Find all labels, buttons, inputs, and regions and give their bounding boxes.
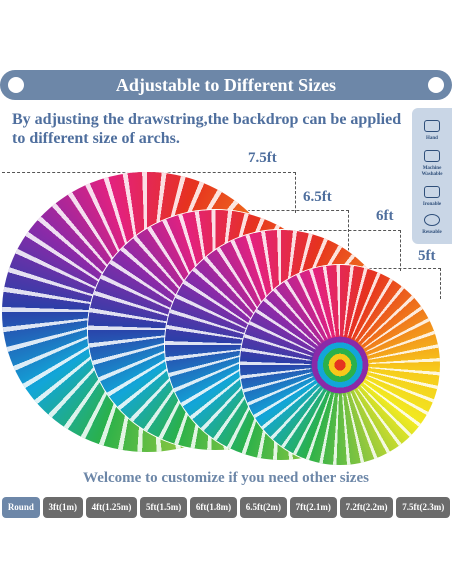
size-button[interactable]: 4ft(1.25m) xyxy=(85,497,138,518)
care-panel: Hand Machine Washable Ironable Reusable xyxy=(412,108,452,244)
title: Adjustable to Different Sizes xyxy=(115,75,337,95)
size-label: 7.5ft xyxy=(248,150,277,166)
size-button[interactable]: 5ft(1.5m) xyxy=(140,497,188,518)
icon xyxy=(424,150,440,162)
footer-text: Welcome to customize if you need other s… xyxy=(83,470,369,486)
size-button[interactable]: 6ft(1.8m) xyxy=(190,497,237,518)
size-button[interactable]: 3ft(1m) xyxy=(42,497,83,518)
icon-label: Ironable xyxy=(422,202,442,207)
size-button[interactable]: 7ft(2.1m) xyxy=(289,497,337,518)
backdrop-circle xyxy=(240,265,440,465)
description: By adjusting the drawstring,the backdrop… xyxy=(12,111,402,147)
banner-hole xyxy=(8,77,24,93)
size-label: 5ft xyxy=(418,248,436,264)
size-button[interactable]: 6.5ft(2m) xyxy=(239,497,287,518)
icon xyxy=(424,120,440,132)
size-button[interactable]: 7.2ft(2.2m) xyxy=(339,497,394,518)
icon-label: Hand xyxy=(426,136,438,141)
size-buttons: Round 3ft(1m) 4ft(1.25m) 5ft(1.5m) 6ft(1.8m)… xyxy=(2,497,451,518)
banner-hole xyxy=(428,77,444,93)
icon-label: Reusable xyxy=(422,230,442,235)
size-button[interactable]: 7.5ft(2.3m) xyxy=(396,497,451,518)
icon-label: Machine Washable xyxy=(421,166,443,177)
size-label: 6.5ft xyxy=(303,189,332,205)
size-label: 6ft xyxy=(376,208,394,224)
banner xyxy=(0,70,452,100)
icon xyxy=(424,214,440,226)
icon xyxy=(424,186,440,198)
size-button[interactable]: Round xyxy=(2,497,40,518)
